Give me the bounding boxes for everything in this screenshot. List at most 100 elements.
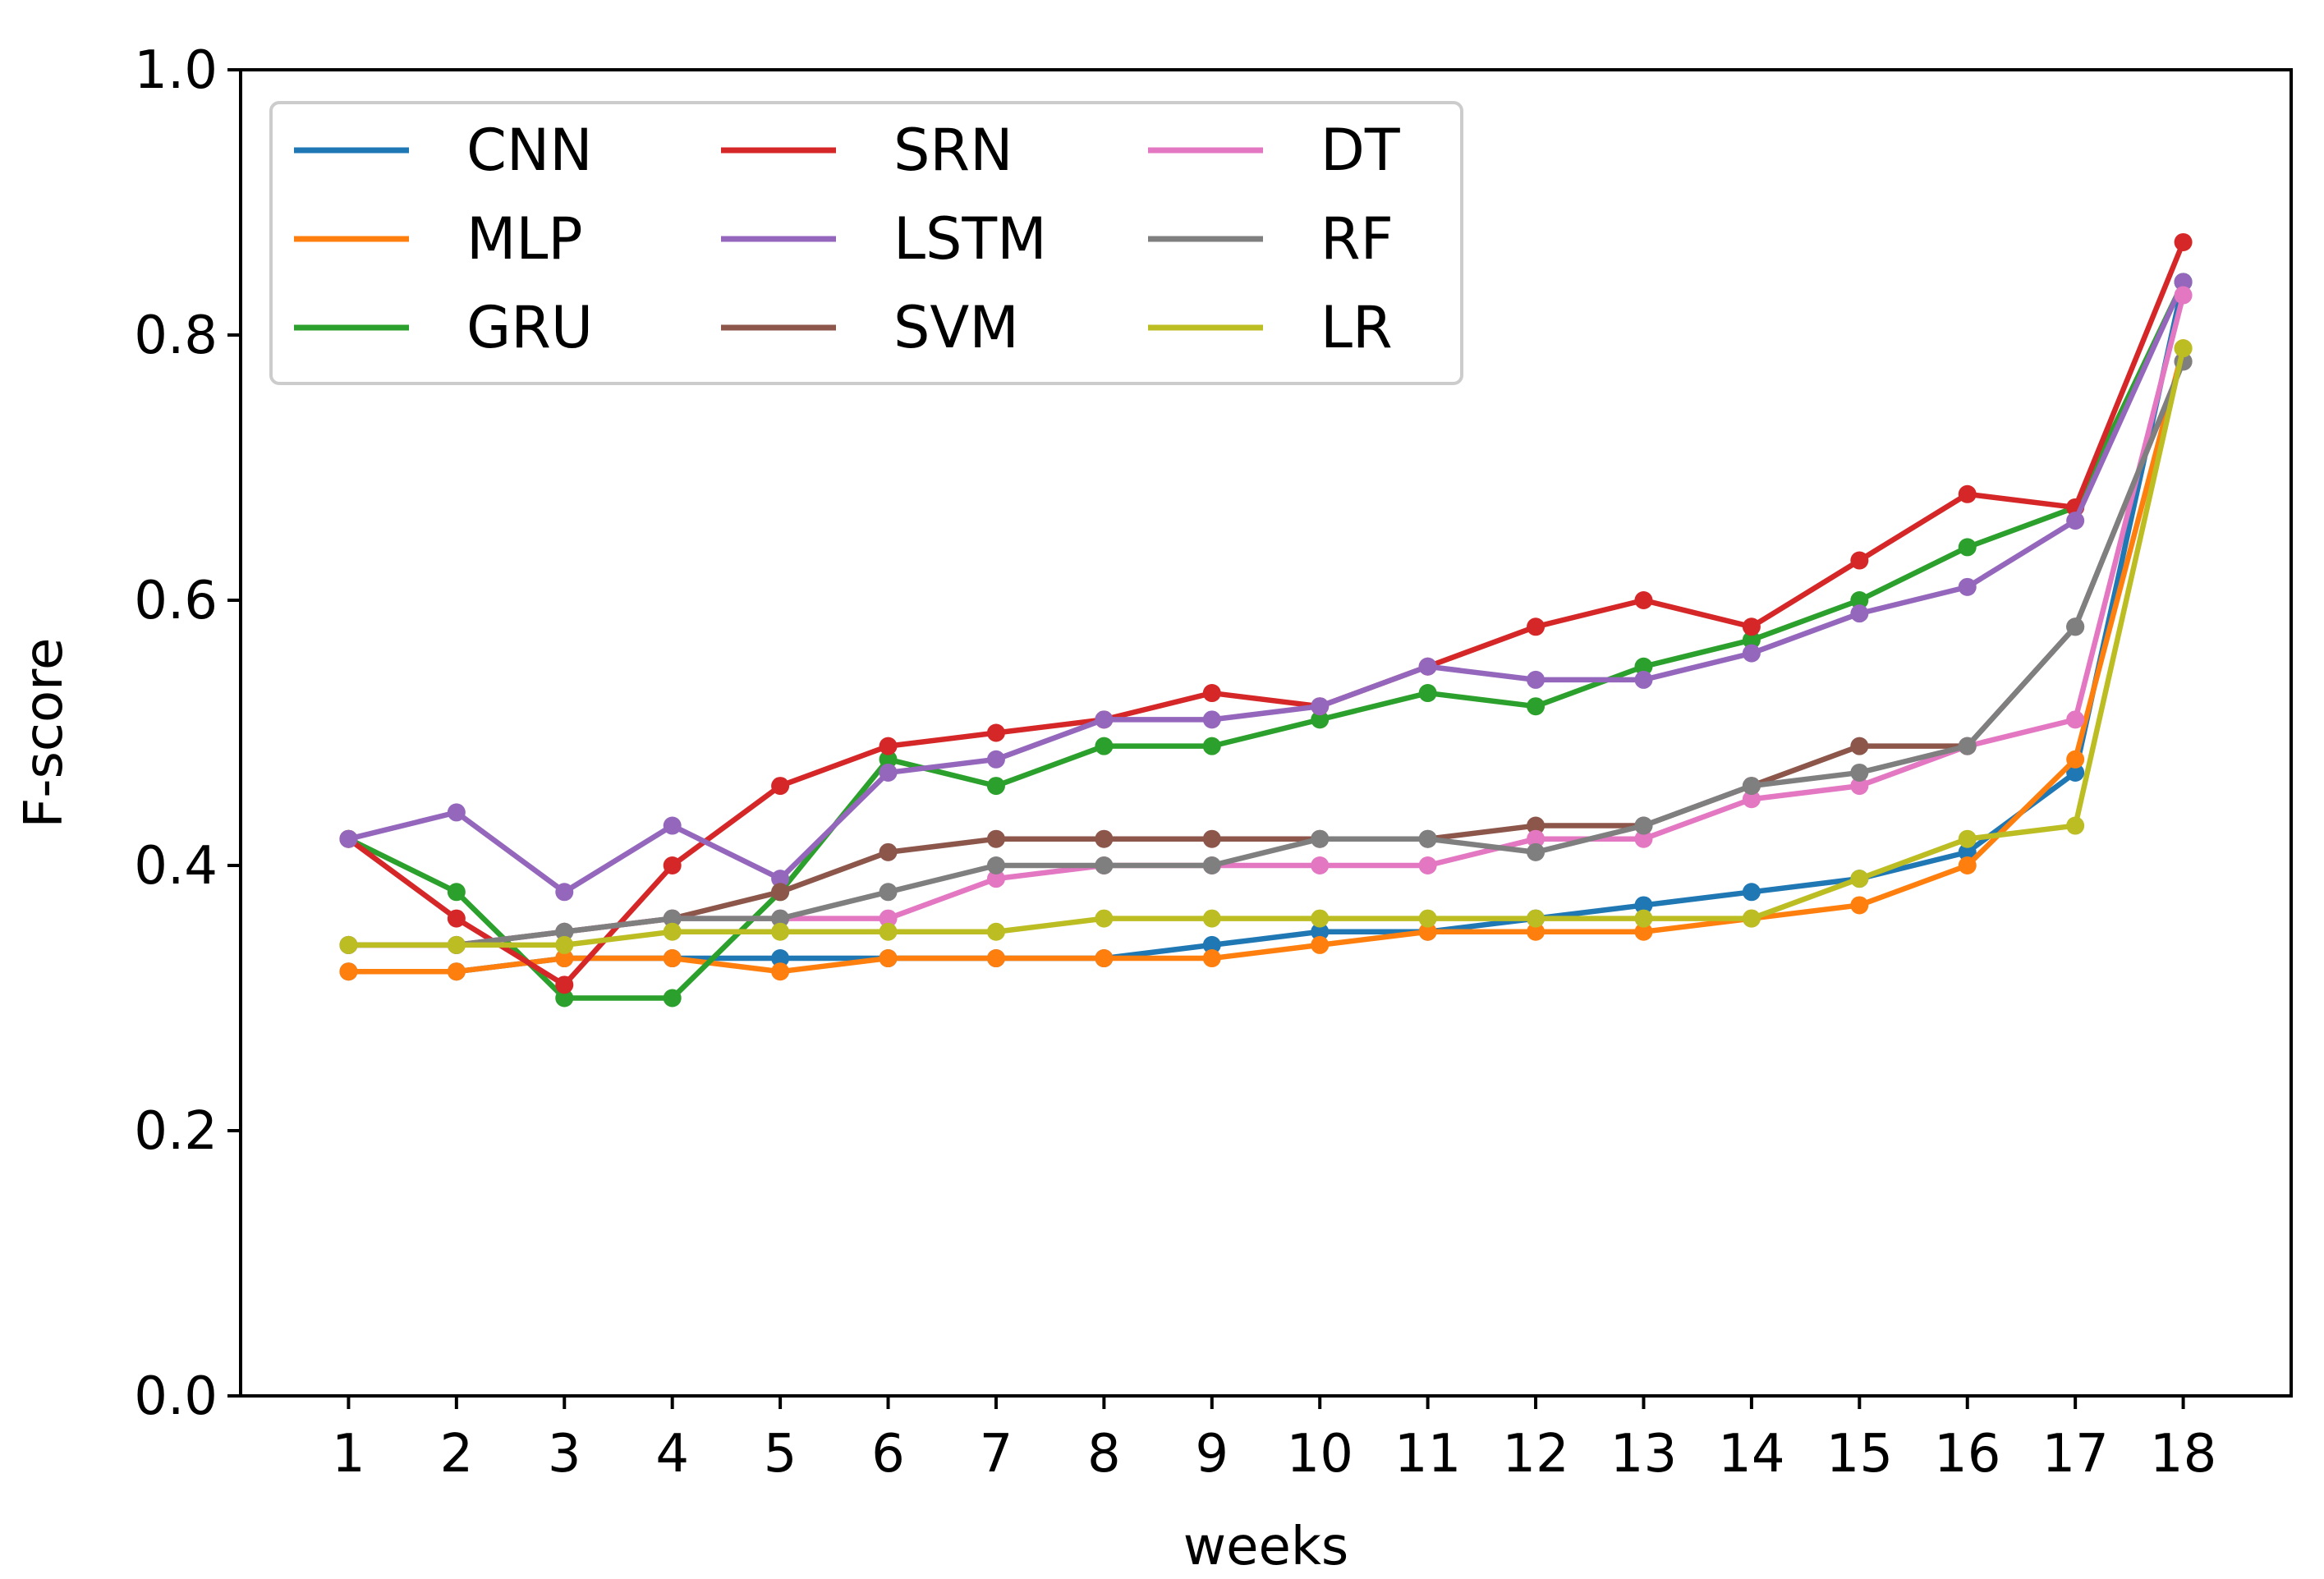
data-point-srn (1958, 484, 1977, 503)
data-point-gru (663, 989, 682, 1008)
x-tick-label: 14 (1718, 1424, 1784, 1485)
data-point-gru (1634, 657, 1653, 676)
legend-item-rf: RF (1148, 205, 1394, 273)
plot-marks (339, 232, 2193, 1008)
data-point-svm (1527, 816, 1546, 835)
x-tick-label: 12 (1502, 1424, 1568, 1485)
x-tick-label: 3 (548, 1424, 581, 1485)
data-point-mlp (2066, 750, 2085, 769)
legend-label: SRN (893, 117, 1013, 184)
data-point-rf (1742, 777, 1761, 796)
data-point-mlp (1202, 949, 1221, 968)
y-axis: 0.0 0.2 0.4 0.6 0.8 1.0 (134, 40, 241, 1427)
series-line-srn (346, 239, 2186, 988)
data-point-cnn (1634, 896, 1653, 915)
data-point-lstm (1634, 670, 1653, 689)
legend-item-srn: SRN (721, 117, 1013, 184)
data-point-lstm (1311, 697, 1330, 716)
data-point-rf (1850, 763, 1869, 782)
data-point-gru (879, 750, 898, 769)
series-line-rf (346, 359, 2186, 948)
x-tick-label: 11 (1394, 1424, 1461, 1485)
data-point-mlp (1311, 935, 1330, 954)
data-point-cnn (1202, 935, 1221, 954)
data-point-rf (1634, 816, 1653, 835)
data-point-mlp (771, 962, 790, 981)
data-point-svm (1202, 829, 1221, 848)
legend-item-lr: LR (1148, 294, 1393, 361)
data-point-svm (1095, 829, 1114, 848)
data-point-svm (879, 842, 898, 861)
legend-label: LSTM (893, 205, 1047, 273)
data-point-gru (1742, 631, 1761, 650)
legend-item-mlp: MLP (294, 205, 583, 273)
y-tick-label: 0.4 (134, 836, 218, 897)
legend-label: SVM (893, 294, 1019, 361)
series-line-lr (346, 345, 2186, 948)
data-point-lr (447, 935, 466, 954)
data-point-lr (1634, 909, 1653, 928)
data-point-rf (1958, 737, 1977, 755)
data-point-lstm (555, 883, 574, 902)
data-point-lr (1742, 909, 1761, 928)
data-point-lstm (447, 803, 466, 822)
legend-item-lstm: LSTM (721, 205, 1047, 273)
data-point-rf (555, 922, 574, 941)
x-tick-label: 9 (1195, 1424, 1229, 1485)
data-point-lr (1311, 909, 1330, 928)
data-point-dt (1527, 829, 1546, 848)
data-point-mlp (555, 949, 574, 968)
data-point-lr (1850, 870, 1869, 888)
x-tick-label: 17 (2042, 1424, 2108, 1485)
data-point-dt (1634, 829, 1653, 848)
data-point-mlp (1418, 922, 1437, 941)
series-line-mlp (346, 345, 2186, 975)
data-point-lstm (1958, 577, 1977, 596)
data-point-cnn (771, 949, 790, 968)
x-tick-label: 15 (1826, 1424, 1893, 1485)
data-point-lstm (771, 870, 790, 888)
legend-item-svm: SVM (721, 294, 1019, 361)
data-point-lstm (1742, 644, 1761, 663)
series-line-dt (346, 292, 2186, 948)
data-point-lstm (2174, 273, 2193, 291)
data-point-rf (1095, 856, 1114, 874)
legend-item-dt: DT (1148, 117, 1400, 184)
data-point-mlp (1527, 922, 1546, 941)
data-point-gru (1311, 710, 1330, 729)
data-point-lr (663, 922, 682, 941)
data-point-lr (1095, 909, 1114, 928)
legend-item-cnn: CNN (294, 117, 593, 184)
data-point-srn (1634, 591, 1653, 609)
x-axis-label: weeks (1183, 1517, 1349, 1577)
data-point-rf (879, 883, 898, 902)
data-point-lr (555, 935, 574, 954)
data-point-srn (771, 777, 790, 796)
data-point-mlp (663, 949, 682, 968)
data-point-srn (663, 856, 682, 874)
x-tick-label: 5 (764, 1424, 797, 1485)
data-point-lr (1202, 909, 1221, 928)
data-point-dt (986, 870, 1005, 888)
data-point-gru (1850, 591, 1869, 609)
series-line-lstm (346, 279, 2186, 895)
data-point-lr (879, 922, 898, 941)
data-point-lstm (879, 763, 898, 782)
data-point-mlp (879, 949, 898, 968)
data-point-cnn (1311, 922, 1330, 941)
data-point-svm (986, 829, 1005, 848)
data-point-rf (1527, 842, 1546, 861)
data-point-srn (1742, 617, 1761, 636)
y-tick-label: 0.8 (134, 305, 218, 366)
data-point-mlp (339, 962, 358, 981)
y-axis-label: F-score (14, 638, 75, 829)
data-point-gru (447, 883, 466, 902)
x-tick-label: 8 (1087, 1424, 1121, 1485)
x-tick-label: 1 (332, 1424, 365, 1485)
data-point-srn (879, 737, 898, 755)
y-tick-label: 0.0 (134, 1366, 218, 1427)
legend-label: MLP (466, 205, 583, 273)
data-point-lr (339, 935, 358, 954)
data-point-lr (2066, 816, 2085, 835)
